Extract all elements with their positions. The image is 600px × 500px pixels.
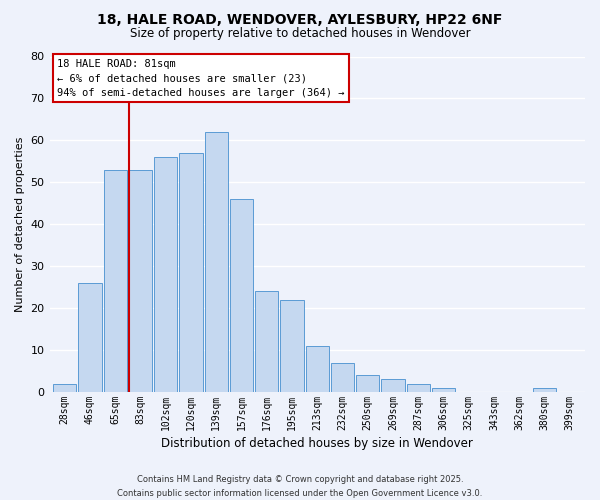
Text: 18, HALE ROAD, WENDOVER, AYLESBURY, HP22 6NF: 18, HALE ROAD, WENDOVER, AYLESBURY, HP22… [97, 12, 503, 26]
Bar [382, 380, 404, 392]
Bar [53, 384, 76, 392]
Bar [255, 292, 278, 392]
Bar [129, 170, 152, 392]
Bar [230, 199, 253, 392]
Bar [179, 153, 203, 392]
Bar [104, 170, 127, 392]
Bar [280, 300, 304, 392]
Bar [79, 283, 101, 392]
Bar [533, 388, 556, 392]
Bar [356, 376, 379, 392]
Text: 18 HALE ROAD: 81sqm
← 6% of detached houses are smaller (23)
94% of semi-detache: 18 HALE ROAD: 81sqm ← 6% of detached hou… [57, 58, 344, 98]
Y-axis label: Number of detached properties: Number of detached properties [15, 136, 25, 312]
Bar [305, 346, 329, 392]
Text: Size of property relative to detached houses in Wendover: Size of property relative to detached ho… [130, 28, 470, 40]
Text: Contains HM Land Registry data © Crown copyright and database right 2025.
Contai: Contains HM Land Registry data © Crown c… [118, 476, 482, 498]
Bar [205, 132, 228, 392]
X-axis label: Distribution of detached houses by size in Wendover: Distribution of detached houses by size … [161, 437, 473, 450]
Bar [407, 384, 430, 392]
Bar [154, 157, 178, 392]
Bar [432, 388, 455, 392]
Bar [331, 362, 354, 392]
